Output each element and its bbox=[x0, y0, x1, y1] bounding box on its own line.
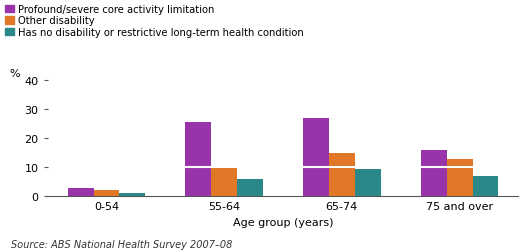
Bar bbox=[472, 176, 498, 197]
Bar bbox=[211, 166, 237, 197]
Bar bbox=[303, 118, 329, 197]
Bar bbox=[446, 159, 472, 197]
Bar bbox=[355, 170, 381, 197]
Bar bbox=[120, 194, 145, 197]
X-axis label: Age group (years): Age group (years) bbox=[233, 217, 333, 227]
Bar bbox=[94, 190, 120, 197]
Bar bbox=[329, 153, 355, 197]
Bar bbox=[237, 179, 263, 197]
Text: Source: ABS National Health Survey 2007–08: Source: ABS National Health Survey 2007–… bbox=[11, 239, 232, 249]
Y-axis label: %: % bbox=[10, 68, 20, 78]
Bar bbox=[68, 188, 94, 197]
Legend: Profound/severe core activity limitation, Other disability, Has no disability or: Profound/severe core activity limitation… bbox=[5, 5, 304, 38]
Bar bbox=[421, 150, 446, 197]
Bar bbox=[185, 123, 211, 197]
